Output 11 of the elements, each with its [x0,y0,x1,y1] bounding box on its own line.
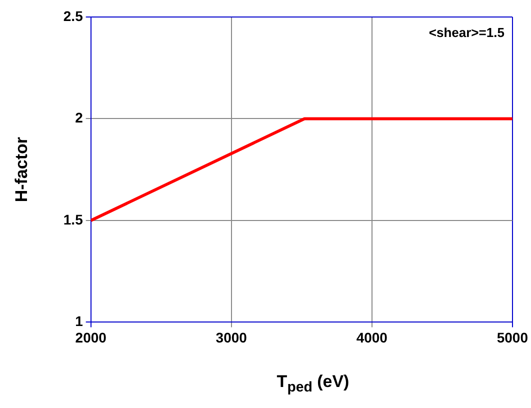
y-tick-label: 2 [75,110,84,126]
y-tick-label: 1.5 [63,211,84,228]
x-tick-label: 4000 [356,329,388,346]
x-tick-label: 3000 [216,329,248,346]
annotation: <shear>=1.5 [428,25,504,40]
x-axis-title: T$_{ped}$ (eV) [276,372,350,396]
y-axis-title: H-factor [12,136,31,202]
y-tick-label: 2.5 [63,8,84,24]
y-tick-label: 1 [75,313,84,330]
x-tick-label: 5000 [496,329,528,346]
x-tick-label: 2000 [75,329,107,346]
